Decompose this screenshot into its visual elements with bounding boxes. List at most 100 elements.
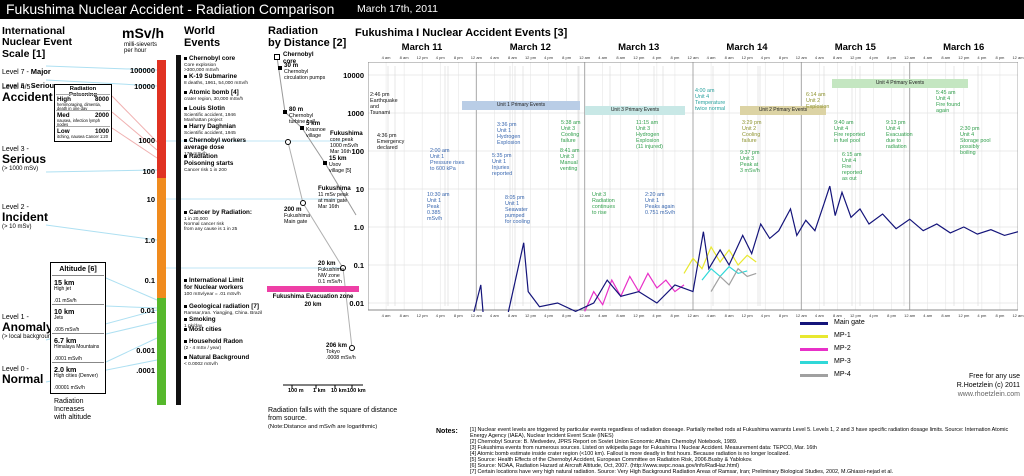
note-item: [5] Source: Health Effects of the Cherno… bbox=[470, 457, 753, 463]
time-tick-label: 12 am bbox=[1012, 313, 1024, 318]
msv-scale-title: mSv/h bbox=[122, 25, 165, 41]
time-tick-label: 4 am bbox=[706, 55, 716, 60]
time-tick-label: 4 am bbox=[814, 55, 824, 60]
distance-annotation: Chernobyl core bbox=[283, 51, 314, 65]
unit-band: Unit 2 Primary Events bbox=[740, 106, 826, 115]
time-tick-label: 8 am bbox=[724, 313, 734, 318]
time-tick-label: 8 am bbox=[941, 313, 951, 318]
distance-axis-label: 100 m bbox=[288, 388, 304, 394]
event-annotation: 11:15 am Unit 3 Hydrogen Explosion (11 i… bbox=[636, 120, 663, 151]
altitude-row: 2.0 km High cities (Denver) .00001 mSv/h bbox=[52, 362, 104, 391]
series-MP-4 bbox=[710, 267, 757, 292]
altitude-desc: Himalaya Mountains bbox=[54, 344, 100, 350]
time-tick-label: 12 am bbox=[470, 55, 482, 60]
time-tick-label: 8 pm bbox=[778, 313, 788, 318]
msv-scale-bar bbox=[157, 60, 166, 405]
time-tick-label: 8 am bbox=[507, 55, 517, 60]
distance-axis-label: 100 km bbox=[347, 388, 366, 394]
event-bullet-icon bbox=[184, 74, 187, 78]
event-annotation: 2:00 am Unit 1 Pressure rises to 600 kPa bbox=[430, 148, 465, 173]
event-bullet-icon bbox=[184, 90, 187, 94]
event-annotation: 4:36 pm Emergency declared bbox=[377, 133, 405, 152]
time-tick-label: 8 am bbox=[616, 313, 626, 318]
time-tick-label: 4 pm bbox=[544, 313, 553, 318]
legend-label: Main gate bbox=[834, 319, 865, 326]
event-bullet-icon bbox=[184, 339, 187, 343]
legend-label: MP-1 bbox=[834, 332, 851, 339]
world-events-title: World Events bbox=[184, 25, 221, 49]
altitude-dose: .00001 mSv/h bbox=[54, 385, 85, 391]
time-tick-label: 8 am bbox=[941, 55, 951, 60]
altitude-dose: .0001 mSv/h bbox=[54, 356, 83, 362]
time-tick-label: 4 am bbox=[706, 313, 716, 318]
time-tick-label: 12 pm bbox=[524, 55, 537, 60]
time-tick-label: 4 pm bbox=[435, 313, 445, 318]
time-tick-label: 8 pm bbox=[670, 55, 680, 60]
notes-label: Notes: bbox=[436, 428, 458, 435]
time-tick-label: 12 am bbox=[795, 313, 807, 318]
legend-swatch bbox=[800, 374, 828, 377]
day-header: March 11 bbox=[401, 42, 443, 53]
time-tick-label: 8 pm bbox=[778, 55, 788, 60]
time-tick-label: 8 am bbox=[832, 313, 842, 318]
altitude-row: 15 km High jet .01 mSv/h bbox=[52, 275, 104, 304]
event-bullet-icon bbox=[184, 210, 187, 214]
time-tick-label: 8 am bbox=[399, 55, 409, 60]
event-annotation: 3:29 pm Unit 2 Cooling failure bbox=[742, 120, 762, 145]
event-annotation: 8:05 pm Unit 1 Seawater pumped for cooli… bbox=[505, 195, 530, 226]
time-tick-label: 8 pm bbox=[453, 313, 463, 318]
event-annotation: 6:15 am Unit 4 Fire reported as out bbox=[842, 152, 863, 183]
time-tick-label: 12 am bbox=[687, 313, 699, 318]
note-item: [6] Source: NOAA, Radiation Hazard at Ai… bbox=[470, 463, 740, 469]
time-tick-label: 12 pm bbox=[633, 313, 645, 318]
note-item: [1] Nuclear event levels are triggered b… bbox=[470, 427, 1009, 440]
event-bullet-icon bbox=[184, 317, 187, 321]
altitude-desc: High cities (Denver) bbox=[54, 373, 98, 379]
time-tick-label: 4 pm bbox=[977, 55, 987, 60]
msv-tick: 0.001 bbox=[136, 346, 155, 355]
legend-swatch bbox=[800, 335, 828, 338]
altitude-value-km: 2.0 km bbox=[54, 365, 77, 374]
altitude-value-km: 6.7 km bbox=[54, 336, 77, 345]
title-bar: Fukushima Nuclear Accident - Radiation C… bbox=[0, 0, 1024, 19]
event-annotation: 2:20 am Unit 1 Peaks again 0.751 mSv/h bbox=[645, 192, 676, 217]
unit-band: Unit 1 Primary Events bbox=[462, 101, 580, 110]
evacuation-zone-distance: 20 km bbox=[304, 302, 322, 308]
poisoning-level: Med bbox=[57, 112, 70, 119]
ines-level: Level 0 - Normal bbox=[2, 366, 44, 387]
event-annotation: 3:36 pm Unit 1 Hydrogen Explosion bbox=[497, 122, 521, 147]
y-axis-tick: 10000 bbox=[343, 71, 364, 80]
time-tick-label: 4 am bbox=[814, 313, 824, 318]
event-bullet-icon bbox=[184, 355, 187, 359]
poisoning-row: Med 2000 nausea, infection lymph nodes bbox=[56, 110, 110, 127]
time-tick-label: 4 pm bbox=[760, 313, 770, 318]
world-event: Louis Slotin Scientific accident, 1946 Ma… bbox=[184, 105, 236, 124]
legend-label: MP-3 bbox=[834, 358, 851, 365]
world-event: Harry Daghnian Scientific accident, 1945 bbox=[184, 123, 236, 136]
evacuation-zone-label: Fukushima Evacuation zone bbox=[272, 294, 354, 300]
y-axis-tick: 100 bbox=[351, 147, 364, 156]
world-event: Chernobyl core Core explosion >300,000 mS… bbox=[184, 55, 236, 74]
day-header: March 13 bbox=[618, 42, 660, 53]
world-event: Cancer by Radiation: 1 in 20,000 Normal c… bbox=[184, 209, 252, 233]
distance-annotation: 20 km Fukushima NW zone 0.1 mSv/h bbox=[318, 260, 344, 285]
poisoning-value: 2000 bbox=[94, 112, 109, 119]
time-tick-label: 4 am bbox=[923, 55, 933, 60]
time-tick-label: 4 am bbox=[381, 55, 391, 60]
scale-segment-orange bbox=[157, 178, 166, 298]
poisoning-desc: itching, nausea Cancer 1:20 bbox=[57, 134, 108, 139]
altitude-value-km: 15 km bbox=[54, 278, 75, 287]
time-tick-label: 12 am bbox=[904, 55, 916, 60]
world-event: Radiation Poisoning starts Cancer risk 1 … bbox=[184, 153, 234, 173]
main-chart-title: Fukushima I Nuclear Accident Events [3] bbox=[355, 27, 568, 39]
ines-scale-title: International Nuclear Event Scale [1] bbox=[2, 25, 73, 60]
msv-tick: 0.1 bbox=[144, 276, 155, 285]
event-annotation: 6:14 am Unit 2 Explosion bbox=[806, 92, 830, 111]
credit-author: R.Hoetzlein (c) 2011 bbox=[956, 382, 1020, 389]
credit-website-link[interactable]: www.rhoetzlein.com bbox=[957, 391, 1020, 398]
time-tick-label: 8 pm bbox=[562, 55, 572, 60]
distance-annotation: Fukushima core peak 1000 mSv/h Mar 16th bbox=[330, 130, 363, 155]
time-tick-label: 12 pm bbox=[416, 313, 428, 318]
day-header: March 15 bbox=[834, 42, 876, 53]
